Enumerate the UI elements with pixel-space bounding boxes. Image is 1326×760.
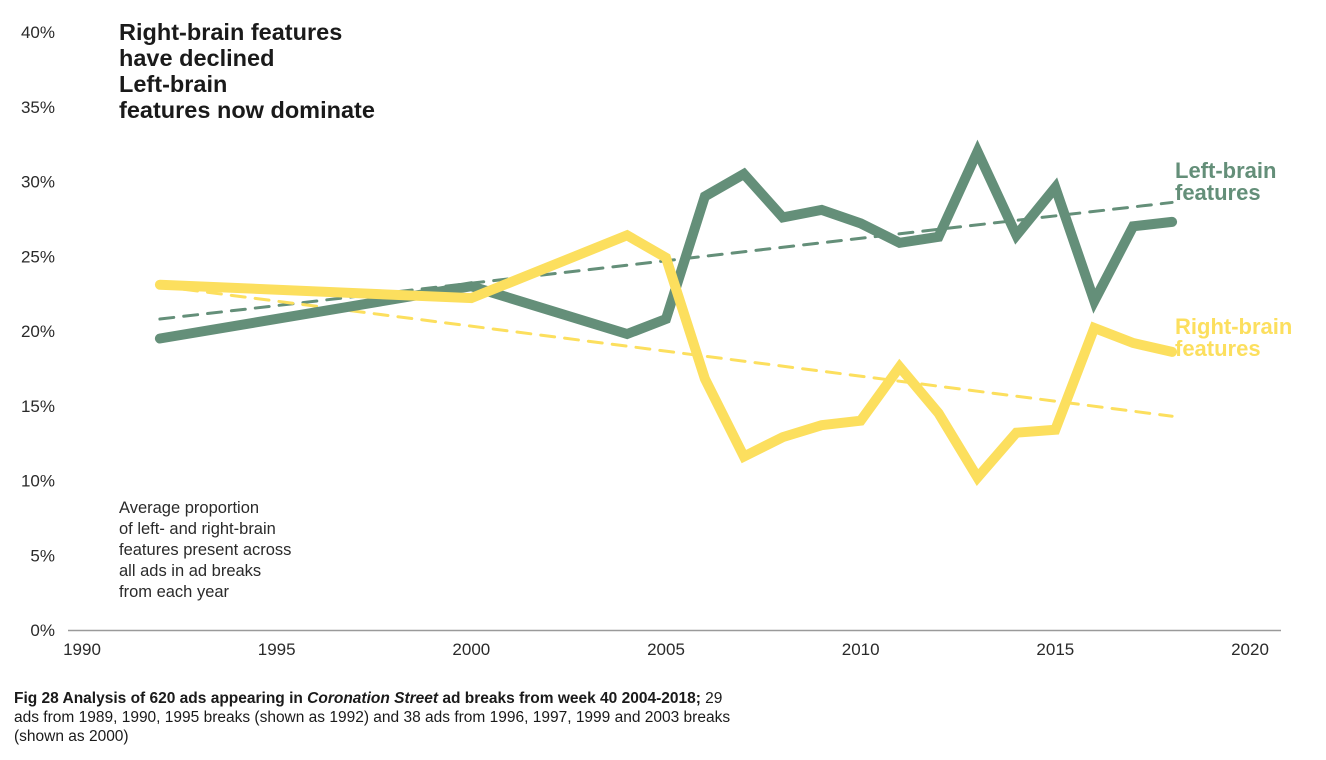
legend-label: features [1175, 180, 1261, 205]
y-tick-label: 10% [21, 472, 55, 491]
y-tick-label: 35% [21, 98, 55, 117]
y-tick-label: 0% [30, 621, 55, 640]
annotation-line: all ads in ad breaks [119, 562, 262, 580]
caption-bold-suffix: ad breaks from week 40 2004-2018; [438, 690, 701, 707]
x-tick-label: 2015 [1036, 640, 1074, 659]
annotation-line: features present across [119, 541, 292, 559]
y-tick-label: 15% [21, 397, 55, 416]
legend-label: features [1175, 336, 1261, 361]
figure-caption: Fig 28 Analysis of 620 ads appearing in … [14, 689, 734, 746]
legend-label: Left-brain [1175, 158, 1277, 183]
y-tick-label: 25% [21, 247, 55, 266]
x-axis-ticks: 1990 1995 2000 2005 2010 2015 2020 [63, 640, 1269, 659]
right-brain-series-line [154, 229, 1178, 486]
x-tick-label: 2005 [647, 640, 685, 659]
legend-left-brain: Left-brain features [1175, 160, 1276, 204]
annotation-line: Average proportion [119, 499, 260, 517]
caption-text: 29 ads from 1989, 1990, 1995 breaks (sho… [14, 690, 731, 745]
title-line: Left-brain [119, 71, 228, 97]
title-line: Right-brain features [119, 19, 343, 45]
caption-italic-title: Coronation Street [307, 690, 439, 707]
title-line: have declined [119, 45, 275, 71]
legend-label: Right-brain [1175, 314, 1293, 339]
title-line: features now dominate [119, 97, 375, 123]
y-tick-label: 20% [21, 322, 55, 341]
caption-bold-prefix: Fig 28 Analysis of 620 ads appearing in [14, 690, 308, 707]
y-tick-label: 5% [30, 546, 55, 565]
chart-annotation: Average proportion of left- and right-br… [119, 498, 291, 603]
y-tick-label: 30% [21, 173, 55, 192]
y-tick-label: 40% [21, 23, 55, 42]
annotation-line: from each year [119, 583, 230, 601]
legend-right-brain: Right-brain features [1175, 316, 1292, 360]
y-axis-ticks: 0% 5% 10% 15% 20% 25% 30% 35% 40% [21, 23, 55, 640]
chart-title: Right-brain features have declined Left-… [119, 19, 375, 123]
series-lines [154, 139, 1178, 486]
x-tick-label: 1995 [258, 640, 296, 659]
annotation-line: of left- and right-brain [119, 520, 276, 538]
x-tick-label: 2000 [452, 640, 490, 659]
left-brain-series-line [154, 139, 1178, 344]
x-tick-label: 2010 [842, 640, 880, 659]
x-tick-label: 1990 [63, 640, 101, 659]
x-tick-label: 2020 [1231, 640, 1269, 659]
